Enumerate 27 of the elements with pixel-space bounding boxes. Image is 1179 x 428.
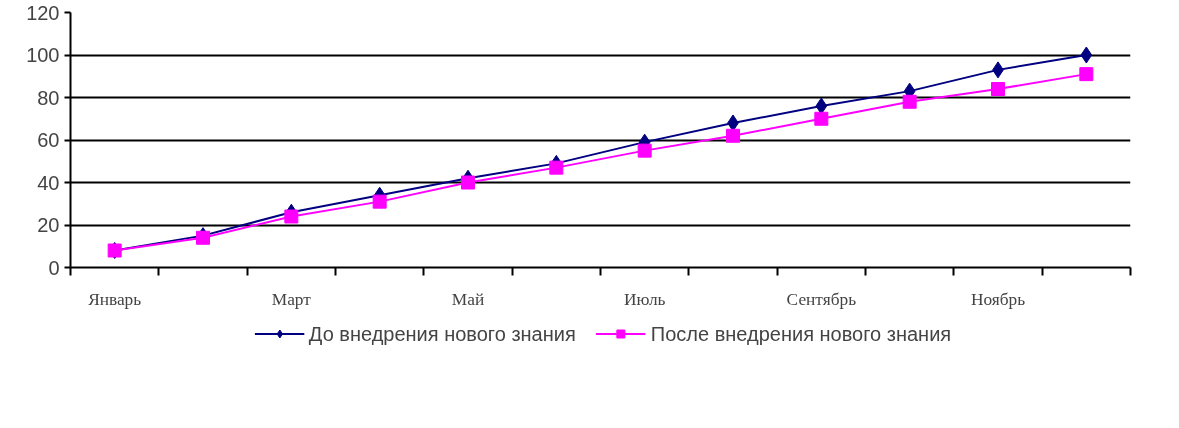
point — [372, 194, 387, 209]
y-tick-label: 40 — [37, 171, 60, 194]
point — [1079, 67, 1094, 82]
legend-label: До внедрения нового знания — [308, 322, 576, 345]
point — [815, 97, 828, 115]
legend-label: После внедрения нового знания — [650, 322, 952, 345]
point — [549, 160, 564, 175]
x-tick-label: Январь — [88, 289, 142, 309]
point — [637, 143, 652, 158]
x-tick-label: Июль — [623, 289, 666, 309]
point — [284, 209, 299, 224]
point — [461, 175, 475, 190]
y-tick-label: 0 — [48, 256, 60, 279]
x-tick-label: Сентябрь — [786, 289, 857, 309]
y-tick-label: 60 — [37, 129, 60, 151]
y-tick-label: 80 — [37, 86, 60, 109]
x-tick-label: Март — [271, 289, 312, 309]
y-tick-label: 20 — [37, 214, 60, 236]
point — [814, 111, 829, 126]
y-tick-label: 100 — [26, 44, 60, 66]
point — [1080, 46, 1093, 64]
y-tick-label: 120 — [26, 1, 60, 24]
x-tick-label: Май — [451, 289, 485, 309]
x-tick-label: Ноябрь — [970, 289, 1026, 309]
point — [991, 82, 1005, 96]
point — [726, 128, 740, 143]
point — [902, 94, 917, 109]
